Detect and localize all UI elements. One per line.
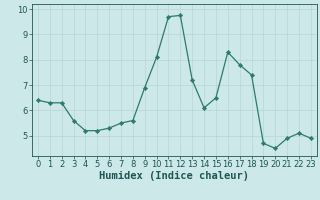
X-axis label: Humidex (Indice chaleur): Humidex (Indice chaleur)	[100, 171, 249, 181]
